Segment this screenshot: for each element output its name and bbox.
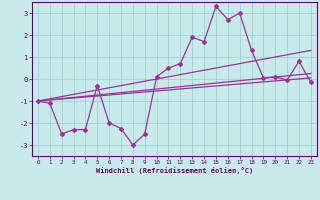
X-axis label: Windchill (Refroidissement éolien,°C): Windchill (Refroidissement éolien,°C): [96, 167, 253, 174]
